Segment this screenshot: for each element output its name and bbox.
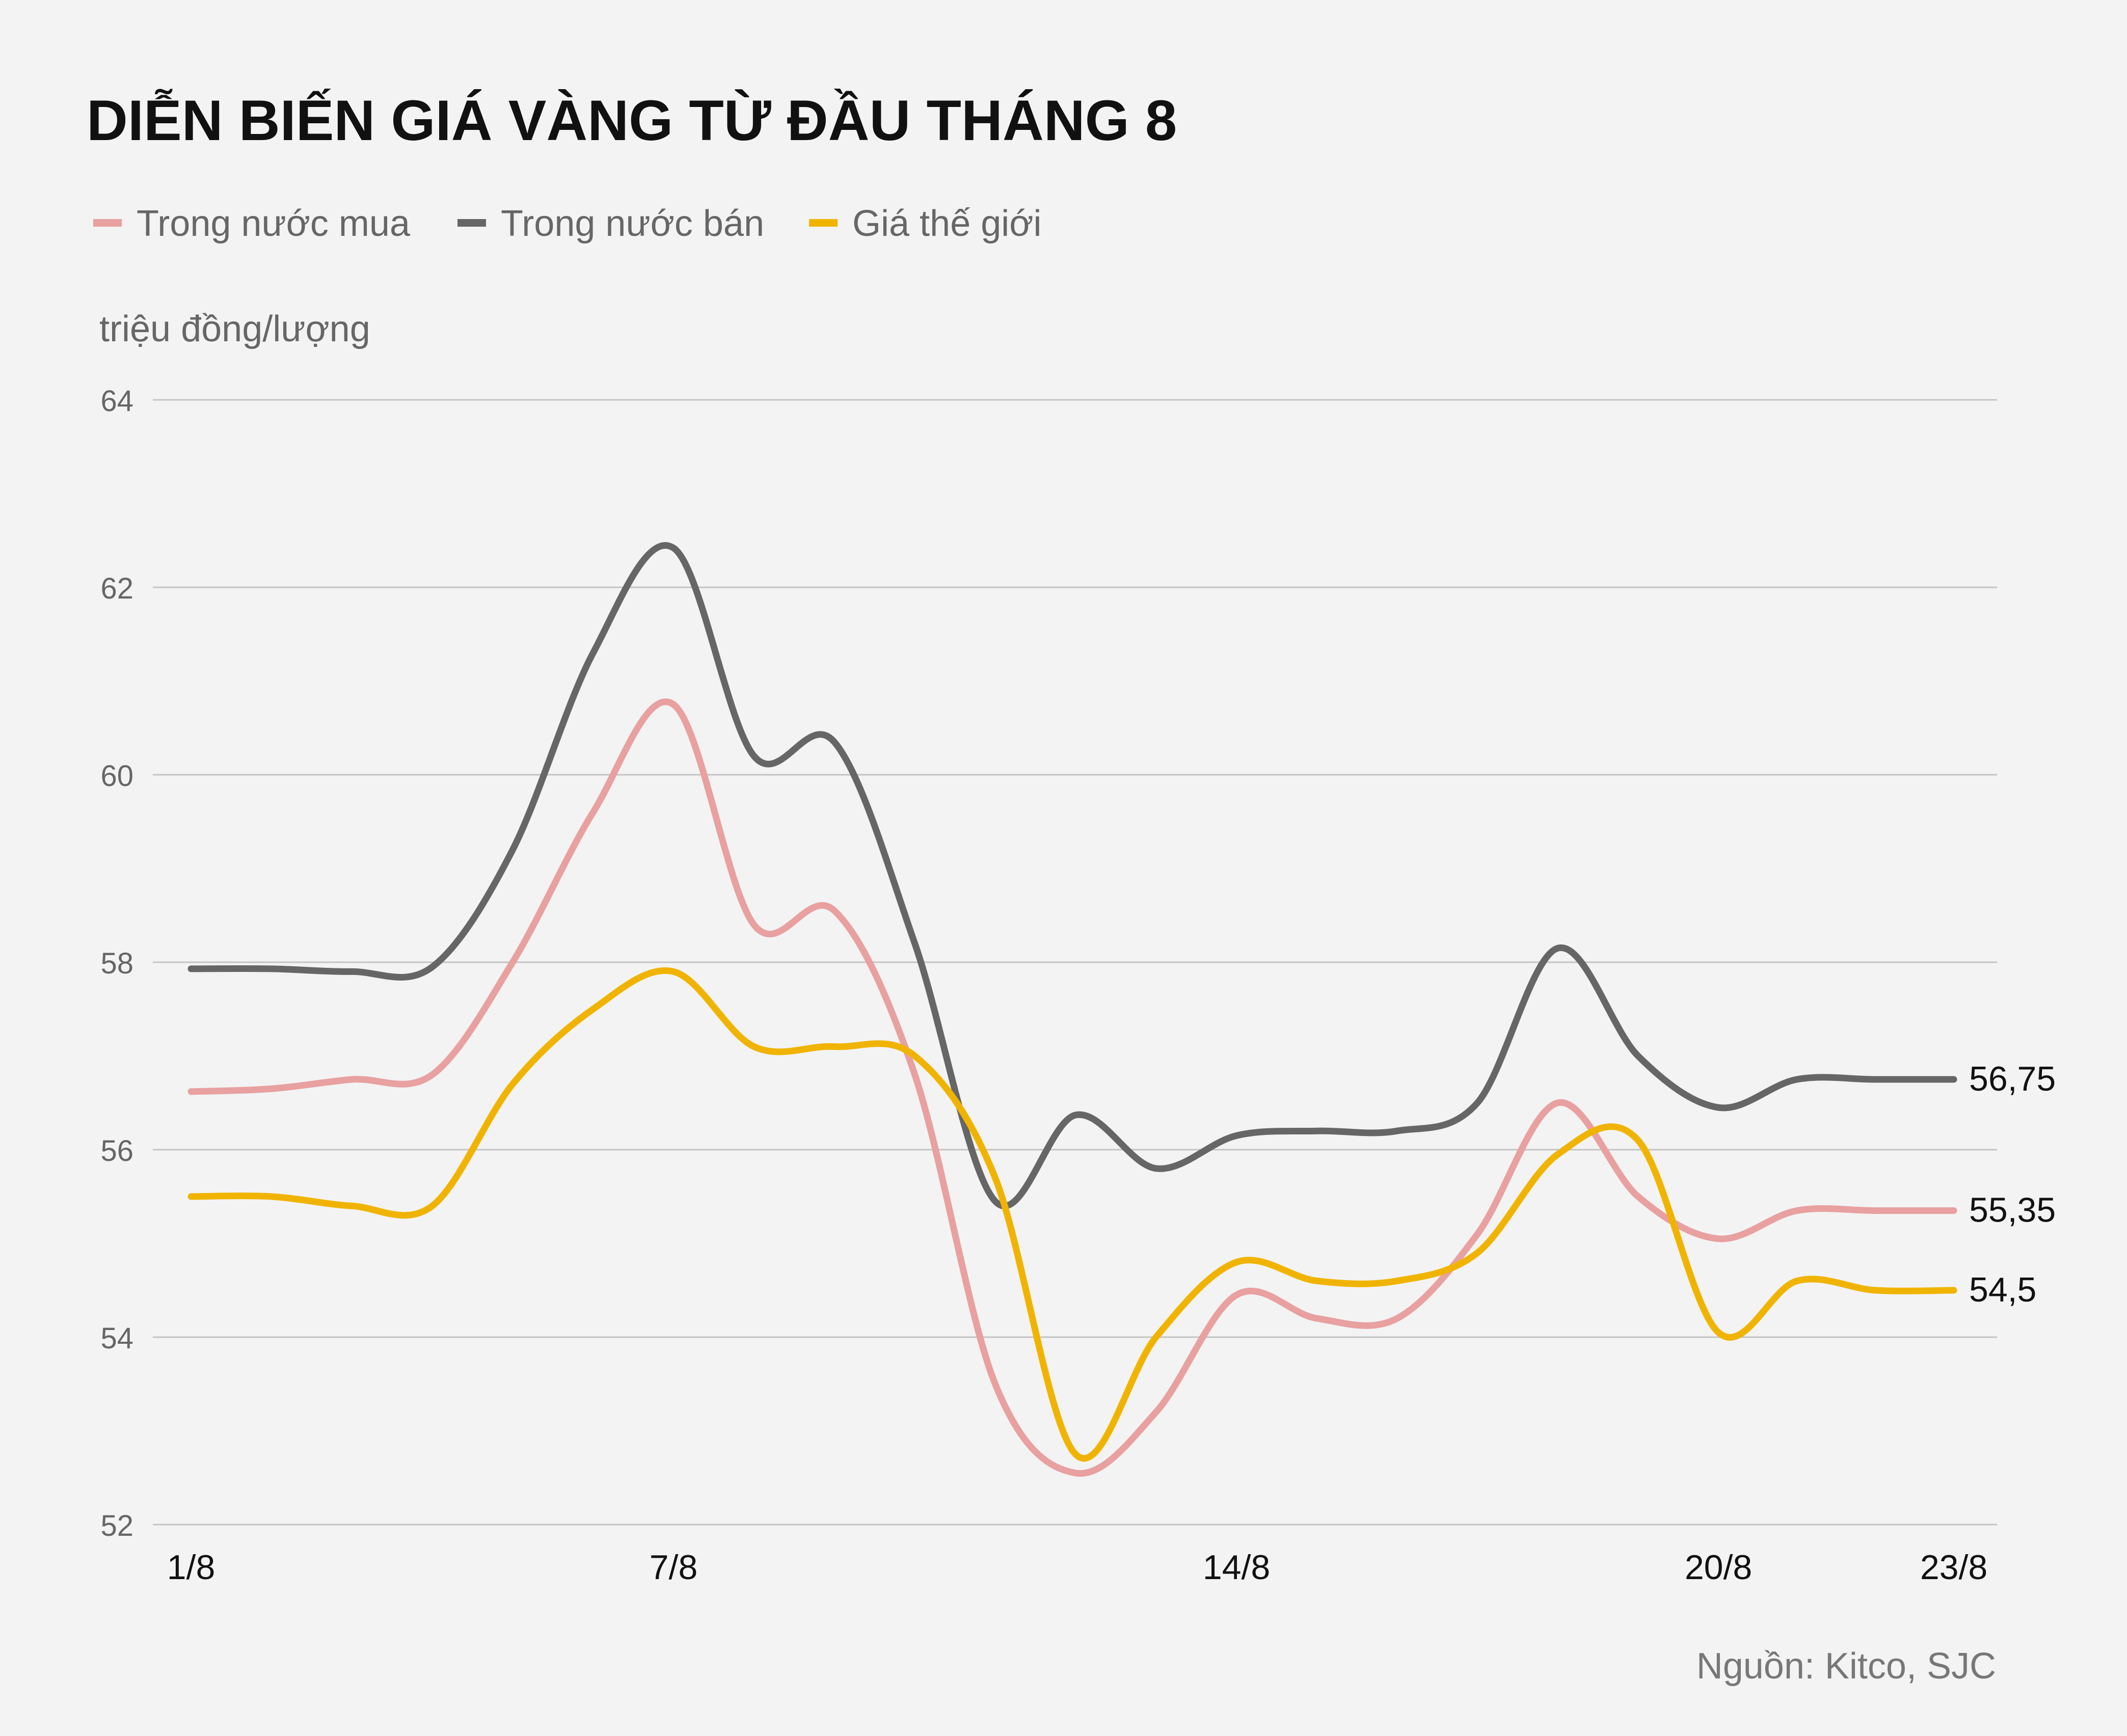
y-tick-label: 54 [100,1322,133,1355]
x-tick-label: 14/8 [1203,1548,1270,1587]
x-tick-label: 7/8 [650,1548,698,1587]
y-tick-label: 62 [100,572,133,605]
legend-label: Trong nước mua [137,203,411,244]
y-tick-label: 58 [100,947,133,980]
x-tick-label: 1/8 [167,1548,216,1587]
series-line-domestic-buy [187,698,1957,1477]
y-tick-label: 52 [100,1509,133,1542]
legend-swatch [809,219,838,227]
end-labels: 55,35 56,75 54,5 [1969,1060,2056,1309]
legend-label: Giá thế giới [852,203,1041,244]
chart-title: DIỄN BIẾN GIÁ VÀNG TỪ ĐẦU THÁNG 8 [87,89,1177,152]
x-tick-label: 23/8 [1920,1548,1987,1587]
end-value-label: 54,5 [1969,1270,2036,1309]
source-note: Nguồn: Kitco, SJC [1697,1646,1996,1687]
y-tick-label: 60 [100,760,133,793]
legend-label: Trong nước bán [501,203,764,244]
series-line-world [187,967,1957,1462]
end-value-label: 55,35 [1969,1191,2056,1230]
x-axis-ticks: 1/8 7/8 14/8 20/8 23/8 [167,1548,1987,1587]
series-line-domestic-sell [187,542,1957,1209]
x-tick-label: 20/8 [1685,1548,1752,1587]
legend: Trong nước mua Trong nước bán Giá thế giới [93,203,1041,244]
legend-swatch [93,219,122,227]
grid [153,399,1997,1526]
y-axis-label: triệu đồng/lượng [99,309,370,349]
y-tick-label: 56 [100,1134,133,1168]
end-value-label: 56,75 [1969,1060,2056,1098]
y-tick-label: 64 [100,385,133,418]
series-lines [187,542,1957,1477]
y-axis-ticks: 52 54 56 58 60 62 64 [100,385,133,1542]
legend-swatch [457,219,486,227]
